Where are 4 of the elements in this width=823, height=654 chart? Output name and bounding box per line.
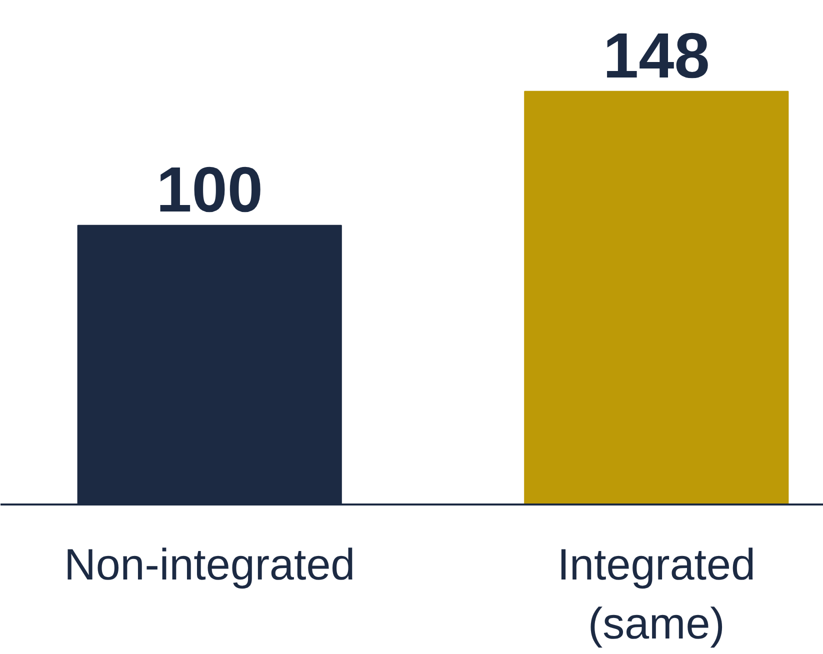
x-tick-label: Integrated (same) [557, 540, 756, 648]
x-tick-label: Non-integrated [64, 540, 356, 590]
data-label: 100 [156, 153, 263, 226]
data-label: 148 [603, 19, 710, 92]
